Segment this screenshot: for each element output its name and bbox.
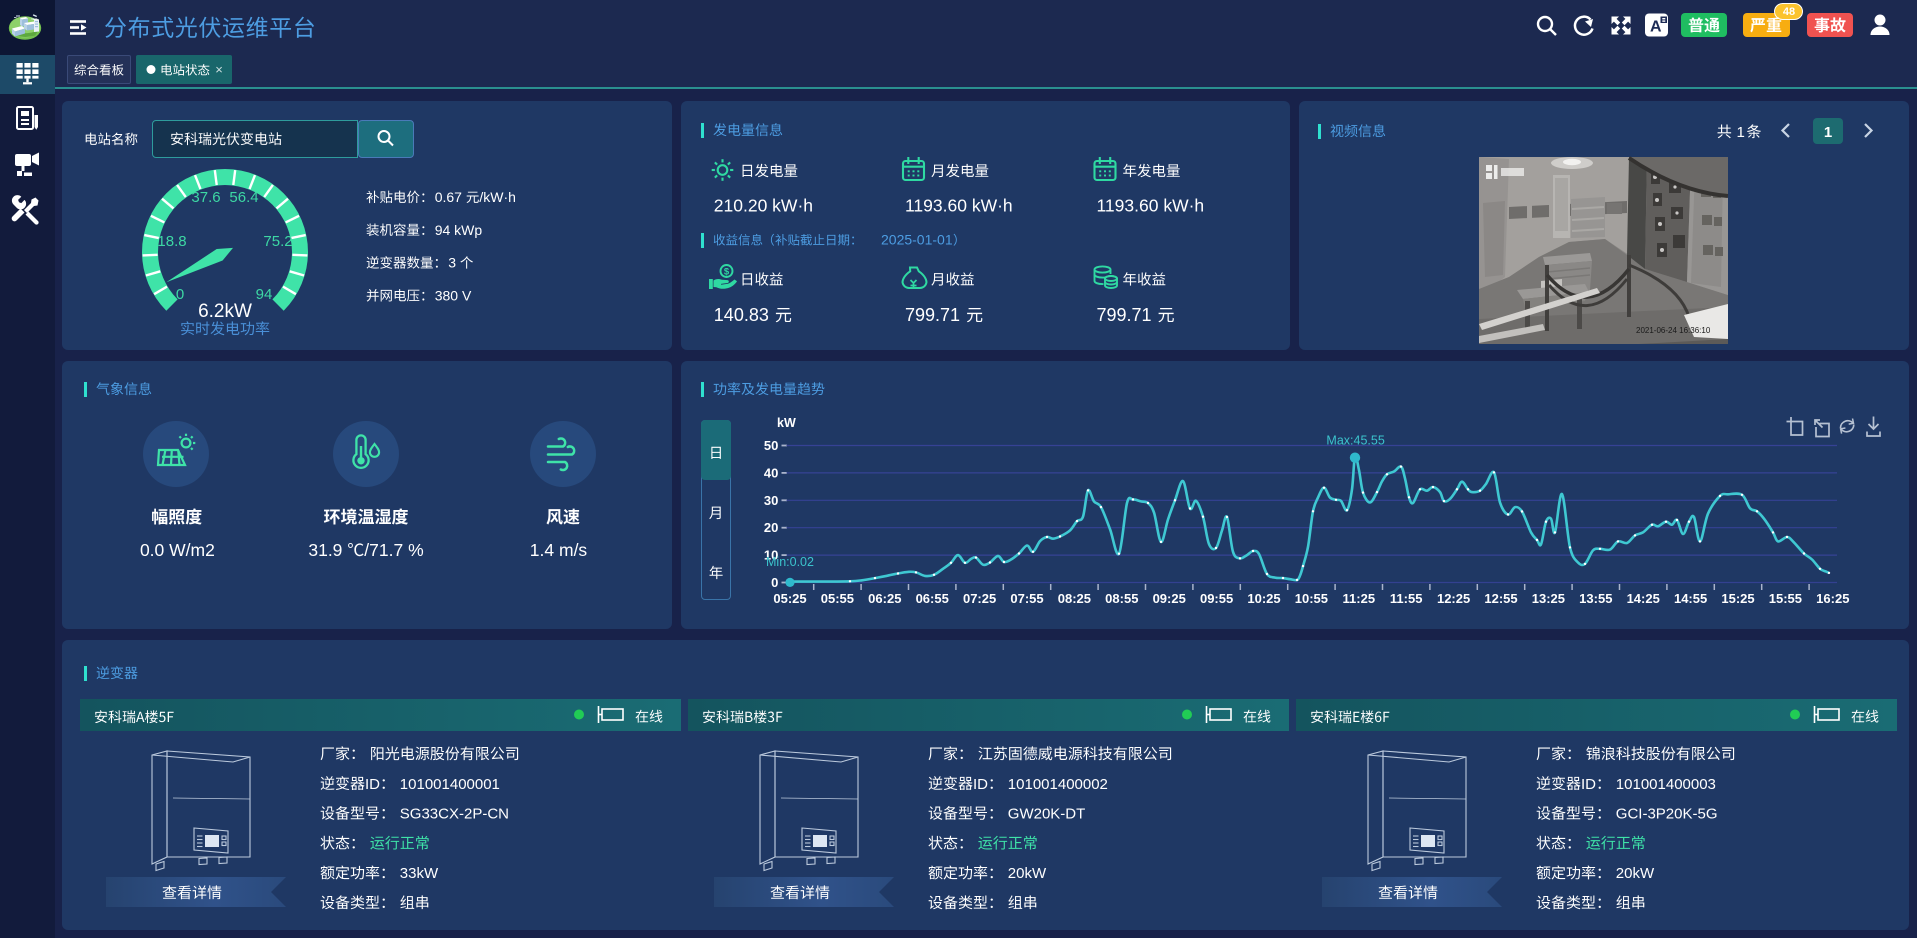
- svg-text:15:55: 15:55: [1769, 591, 1802, 606]
- svg-text:2025-01-01: 2025-01-01: [881, 232, 953, 248]
- svg-text:A: A: [1650, 19, 1662, 36]
- svg-text:09:55: 09:55: [1200, 591, 1233, 606]
- svg-text:75.2: 75.2: [263, 233, 292, 250]
- svg-text:08:25: 08:25: [1058, 591, 1091, 606]
- svg-text:ID: ID: [1581, 776, 1596, 793]
- svg-text:140.83: 140.83: [714, 305, 769, 325]
- svg-text:ID: ID: [973, 776, 988, 793]
- svg-text:Max:45.55: Max:45.55: [1326, 434, 1384, 448]
- svg-text:94: 94: [256, 286, 273, 303]
- svg-text:/71.7 %: /71.7 %: [364, 540, 423, 560]
- svg-text:6.2kW: 6.2kW: [198, 301, 252, 322]
- svg-text:50: 50: [764, 438, 778, 453]
- svg-text:16:25: 16:25: [1816, 591, 1849, 606]
- svg-text:GW20K-DT: GW20K-DT: [1008, 806, 1086, 823]
- svg-text:101001400001: 101001400001: [400, 776, 500, 793]
- svg-text:10:25: 10:25: [1247, 591, 1280, 606]
- svg-text:12:25: 12:25: [1437, 591, 1470, 606]
- svg-text:GCI-3P20K-5G: GCI-3P20K-5G: [1616, 806, 1718, 823]
- svg-text:210.20 kW·h: 210.20 kW·h: [714, 196, 813, 216]
- svg-text:kW: kW: [777, 416, 796, 430]
- svg-text:799.71: 799.71: [1097, 305, 1152, 325]
- svg-text:10:55: 10:55: [1295, 591, 1328, 606]
- svg-text:SG33CX-2P-CN: SG33CX-2P-CN: [400, 806, 509, 823]
- svg-text:10: 10: [764, 548, 778, 563]
- svg-text:30: 30: [764, 493, 778, 508]
- svg-text:12:55: 12:55: [1484, 591, 1517, 606]
- svg-text:20kW: 20kW: [1616, 865, 1655, 882]
- svg-text:94 kWp: 94 kWp: [435, 222, 483, 238]
- svg-text:ID: ID: [365, 776, 380, 793]
- svg-text:0.0 W/m2: 0.0 W/m2: [140, 540, 215, 560]
- svg-text:11:25: 11:25: [1343, 591, 1376, 606]
- svg-text:20: 20: [764, 520, 778, 535]
- svg-text:56.4: 56.4: [229, 189, 258, 206]
- svg-text:15:25: 15:25: [1721, 591, 1754, 606]
- svg-text:1193.60 kW·h: 1193.60 kW·h: [1097, 196, 1205, 216]
- svg-text:07:25: 07:25: [963, 591, 996, 606]
- svg-text:37.6: 37.6: [191, 189, 220, 206]
- svg-text:/kW·h: /kW·h: [479, 189, 516, 205]
- svg-text:1.4 m/s: 1.4 m/s: [530, 540, 588, 560]
- svg-text:380 V: 380 V: [435, 287, 472, 303]
- svg-text:06:25: 06:25: [868, 591, 901, 606]
- svg-text:$: $: [724, 267, 730, 278]
- svg-text:20kW: 20kW: [1008, 865, 1047, 882]
- svg-text:40: 40: [764, 465, 778, 480]
- svg-text:Min:0.02: Min:0.02: [766, 555, 814, 569]
- svg-text:14:25: 14:25: [1627, 591, 1660, 606]
- svg-text:1: 1: [1737, 124, 1745, 141]
- svg-text:×: ×: [215, 62, 223, 77]
- svg-text:0: 0: [176, 286, 184, 303]
- svg-text:13:55: 13:55: [1579, 591, 1612, 606]
- svg-text:0: 0: [771, 575, 778, 590]
- svg-text:2021-06-24 16:36:10: 2021-06-24 16:36:10: [1636, 326, 1711, 335]
- svg-text:3: 3: [448, 255, 456, 271]
- svg-text:48: 48: [1783, 6, 1795, 18]
- svg-text:101001400002: 101001400002: [1008, 776, 1108, 793]
- svg-text:14:55: 14:55: [1674, 591, 1707, 606]
- svg-text:18.8: 18.8: [157, 233, 186, 250]
- svg-text:101001400003: 101001400003: [1616, 776, 1716, 793]
- svg-text:1: 1: [1824, 124, 1832, 141]
- svg-text:0.67: 0.67: [435, 189, 462, 205]
- svg-text:07:55: 07:55: [1010, 591, 1043, 606]
- svg-text:13:25: 13:25: [1532, 591, 1565, 606]
- svg-text:06:55: 06:55: [916, 591, 949, 606]
- svg-text:11:55: 11:55: [1390, 591, 1423, 606]
- svg-text:1193.60 kW·h: 1193.60 kW·h: [905, 196, 1013, 216]
- svg-text:08:55: 08:55: [1105, 591, 1138, 606]
- svg-text:799.71: 799.71: [905, 305, 960, 325]
- svg-text:05:25: 05:25: [773, 591, 806, 606]
- svg-text:05:55: 05:55: [821, 591, 854, 606]
- svg-text:33kW: 33kW: [400, 865, 439, 882]
- svg-text:31.9: 31.9: [308, 540, 342, 560]
- svg-text:09:25: 09:25: [1153, 591, 1186, 606]
